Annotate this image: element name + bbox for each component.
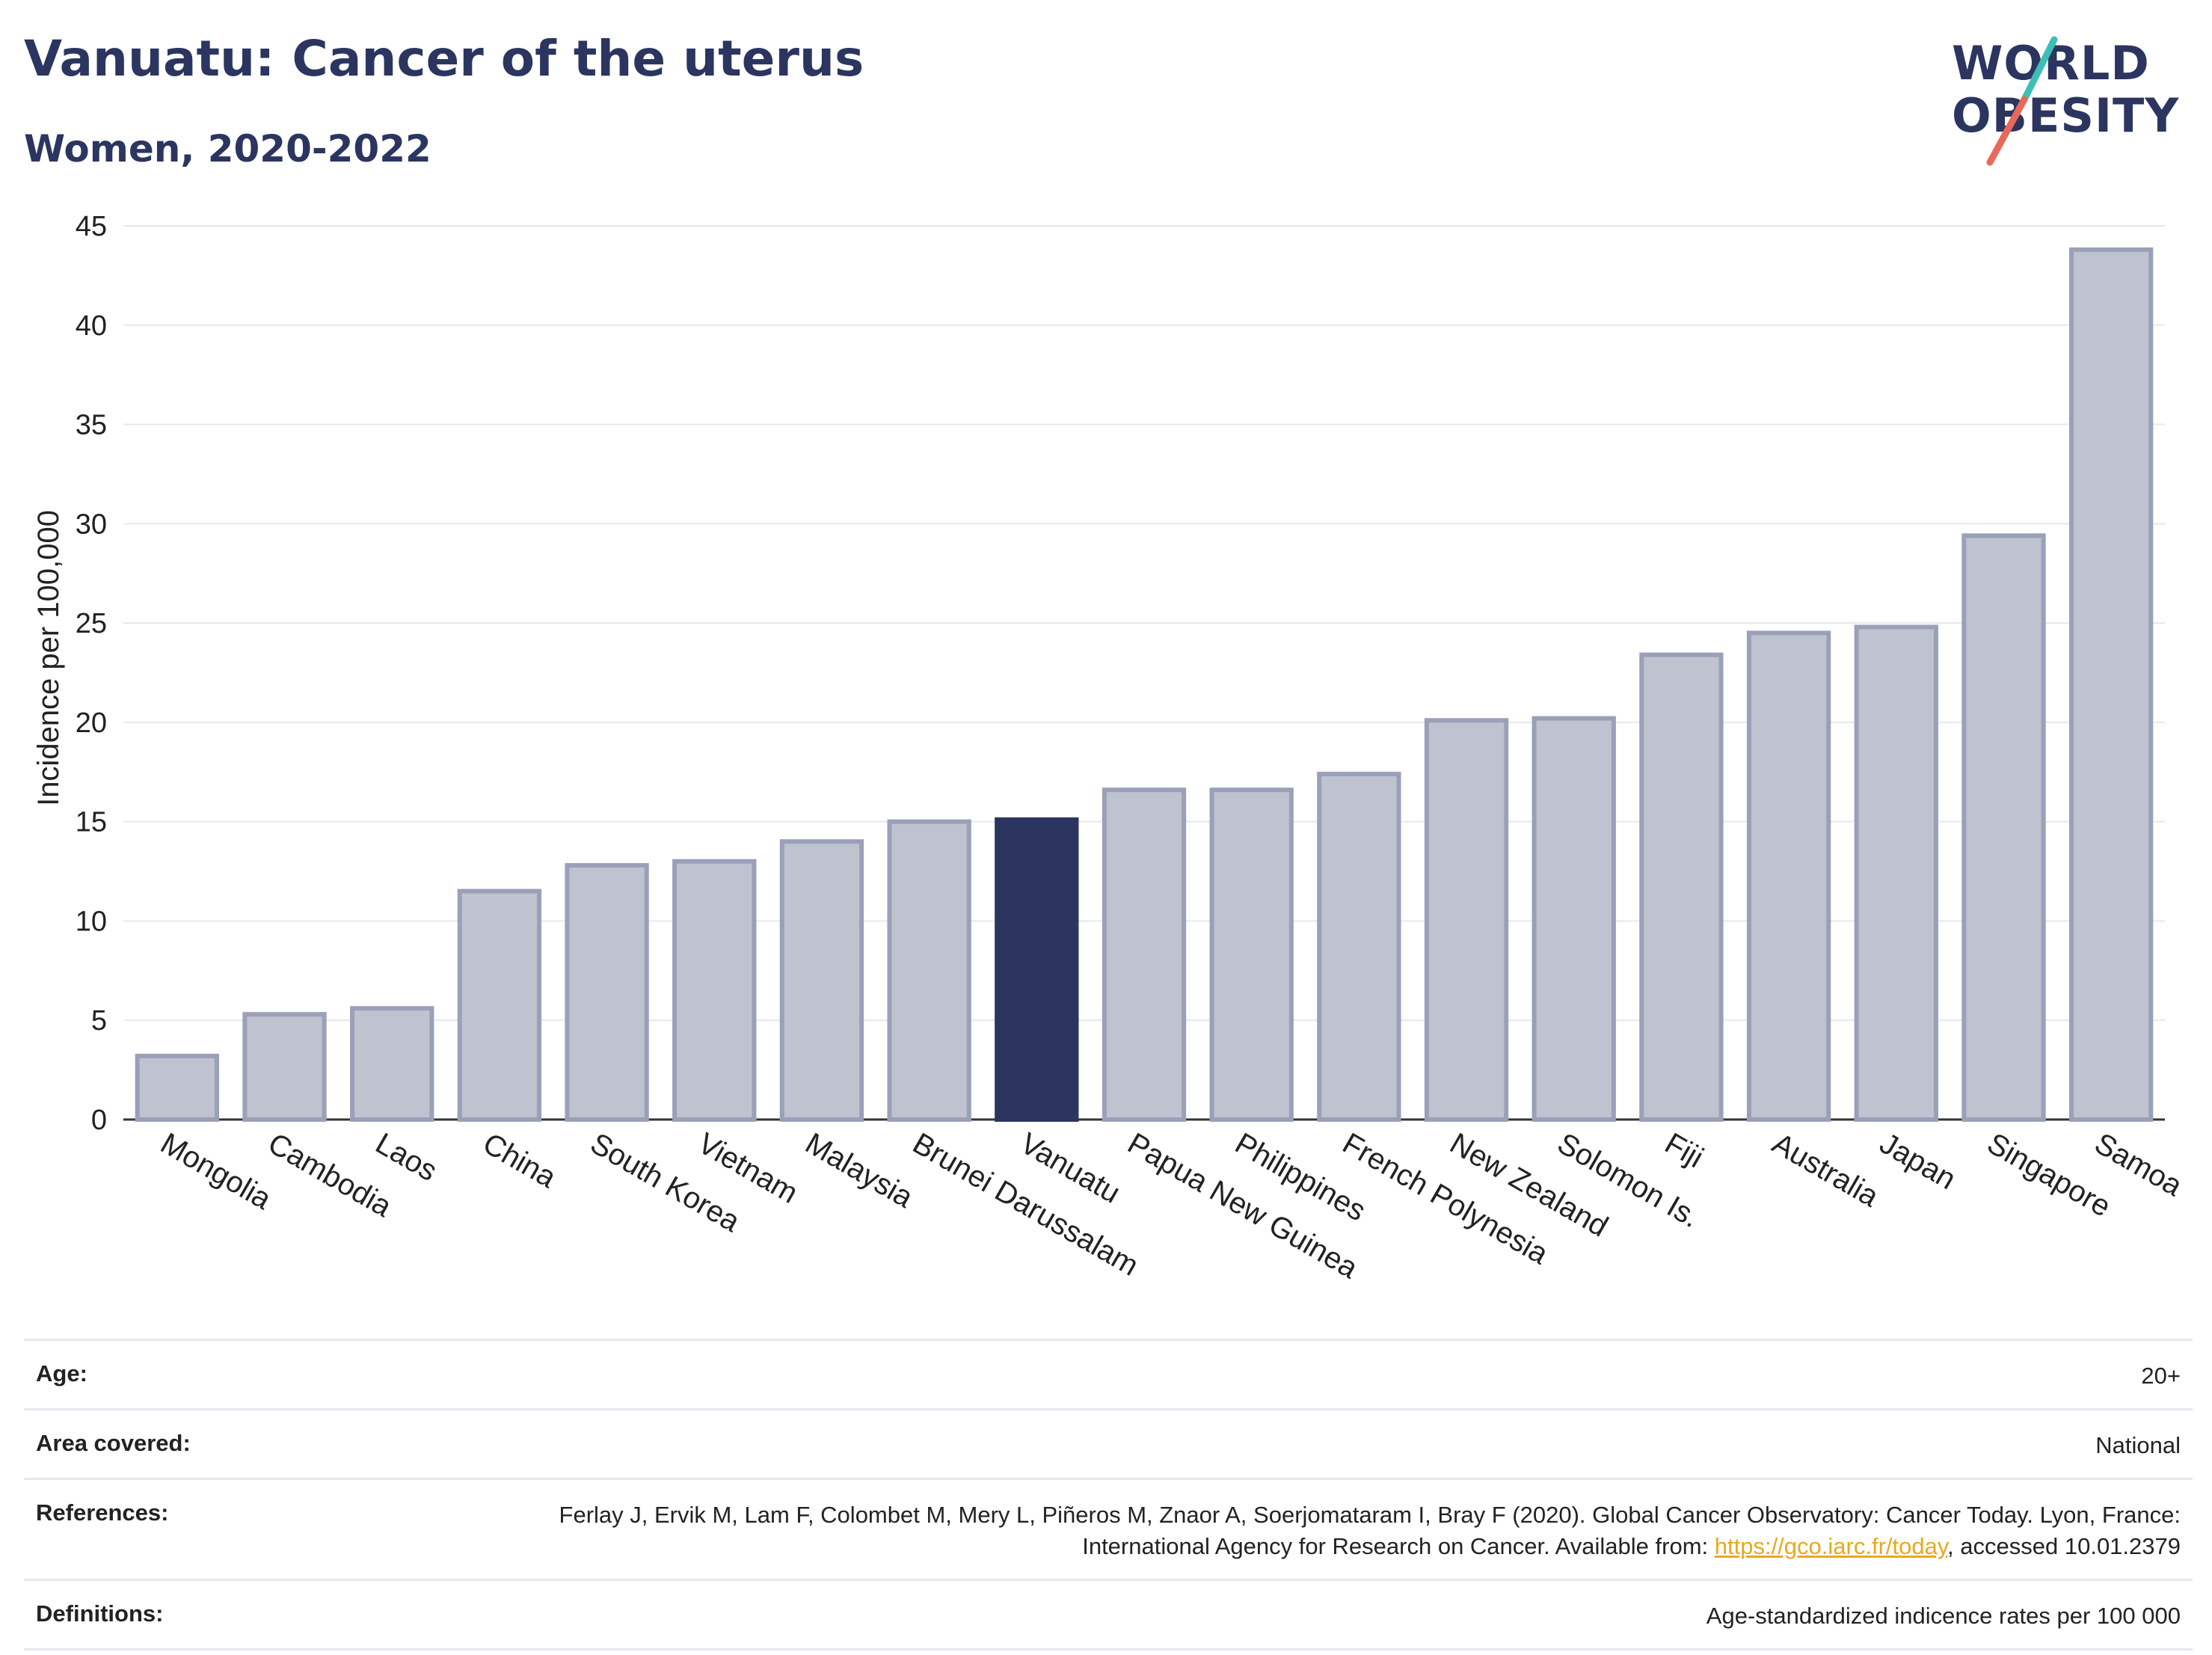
y-tick-label: 5 xyxy=(91,1005,107,1037)
bar-brunei-darussalam xyxy=(887,819,971,1123)
meta-row-age: Age: 20+ xyxy=(24,1339,2193,1408)
x-tick-label: China xyxy=(477,1127,562,1195)
reference-link[interactable]: https://gco.iarc.fr/today xyxy=(1714,1533,1948,1559)
page-subtitle: Women, 2020-2022 xyxy=(24,127,431,171)
bars xyxy=(135,247,2154,1123)
x-tick-label: Laos xyxy=(370,1127,443,1188)
bar-australia xyxy=(1746,630,1831,1122)
y-tick-label: 25 xyxy=(76,608,107,639)
meta-ref-suffix: , accessed 10.01.2379 xyxy=(1947,1533,2181,1559)
bar-vanuatu xyxy=(995,817,1079,1122)
bar-malaysia xyxy=(779,839,864,1122)
meta-ref-label: References: xyxy=(36,1499,169,1526)
meta-age-value: 20+ xyxy=(2141,1363,2181,1389)
page-title: Vanuatu: Cancer of the uterus xyxy=(24,30,864,87)
bar-cambodia xyxy=(242,1012,327,1123)
bar-south-korea xyxy=(565,863,649,1122)
x-tick-label: Japan xyxy=(1874,1127,1961,1197)
meta-ref-value: Ferlay J, Ervik M, Lam F, Colombet M, Me… xyxy=(446,1499,2181,1562)
meta-def-label: Definitions: xyxy=(36,1600,164,1627)
meta-def-value: Age-standardized indicence rates per 100… xyxy=(1706,1603,2181,1629)
y-tick-label: 20 xyxy=(76,707,107,739)
y-axis-label: Incidence per 100,000 xyxy=(32,510,65,806)
x-tick-label: Fiji xyxy=(1659,1127,1709,1175)
y-tick-label: 35 xyxy=(76,410,107,441)
bar-vietnam xyxy=(672,859,757,1122)
y-tick-label: 45 xyxy=(76,211,107,242)
bar-french-polynesia xyxy=(1317,771,1401,1123)
meta-row-area: Area covered: National xyxy=(24,1408,2193,1478)
y-tick-label: 30 xyxy=(76,509,107,540)
meta-area-label: Area covered: xyxy=(36,1430,191,1456)
y-tick-label: 15 xyxy=(76,807,107,838)
bar-mongolia xyxy=(135,1054,220,1122)
world-obesity-logo: WORLD OBESITY xyxy=(1952,22,2199,166)
bar-papua-new-guinea xyxy=(1102,787,1187,1123)
meta-row-references: References: Ferlay J, Ervik M, Lam F, Co… xyxy=(24,1478,2193,1579)
logo-line-2: OBESITY xyxy=(1952,88,2180,143)
bar-samoa xyxy=(2068,247,2154,1122)
x-tick-label: Malaysia xyxy=(799,1127,918,1215)
logo-slash-icon xyxy=(1986,36,2058,166)
y-tick-label: 10 xyxy=(76,906,107,937)
bar-japan xyxy=(1854,624,1938,1122)
meta-age-label: Age: xyxy=(36,1360,87,1387)
bar-china xyxy=(457,888,542,1122)
x-tick-label: Australia xyxy=(1767,1127,1884,1214)
bar-solomon-is xyxy=(1531,716,1616,1122)
bar-laos xyxy=(350,1006,434,1123)
bar-new-zealand xyxy=(1424,718,1509,1122)
bar-fiji xyxy=(1639,652,1724,1122)
bar-singapore xyxy=(1961,533,2046,1122)
bar-philippines xyxy=(1209,787,1294,1123)
y-tick-label: 40 xyxy=(76,310,107,342)
meta-area-value: National xyxy=(2095,1432,2181,1458)
x-tick-label: Mongolia xyxy=(155,1127,277,1217)
y-axis-ticks: 0 5 10 15 20 25 30 35 40 45 xyxy=(76,211,107,1136)
meta-ref-text: Ferlay J, Ervik M, Lam F, Colombet M, Me… xyxy=(559,1502,2181,1559)
meta-row-definitions: Definitions: Age-standardized indicence … xyxy=(24,1579,2193,1651)
y-tick-label: 0 xyxy=(91,1105,107,1136)
x-tick-label: Singapore xyxy=(1982,1127,2116,1223)
metadata-table: Age: 20+ Area covered: National Referenc… xyxy=(24,1339,2193,1651)
